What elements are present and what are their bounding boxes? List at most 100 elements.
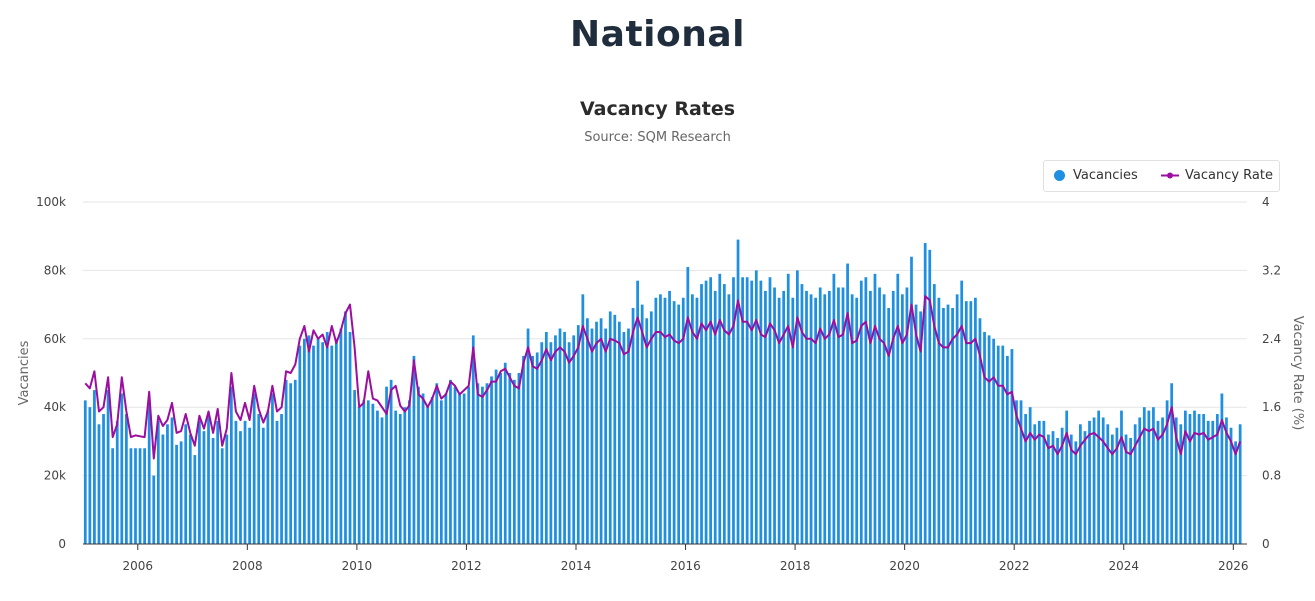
bar-vacancies bbox=[745, 277, 749, 544]
y-left-axis-title: Vacancies bbox=[17, 340, 32, 405]
bar-vacancies bbox=[1005, 355, 1009, 544]
bar-vacancies bbox=[280, 414, 283, 544]
bar-vacancies bbox=[1033, 424, 1037, 544]
bar-vacancies bbox=[549, 342, 553, 544]
bar-vacancies bbox=[627, 328, 630, 544]
bar-vacancies bbox=[334, 338, 338, 544]
bar-vacancies bbox=[380, 417, 384, 544]
bar-vacancies bbox=[645, 318, 649, 544]
bar-vacancies bbox=[540, 342, 544, 544]
bar-vacancies bbox=[1010, 349, 1014, 544]
bar-vacancies bbox=[722, 284, 726, 544]
bar-vacancies bbox=[467, 386, 471, 544]
bar-vacancies bbox=[430, 396, 434, 544]
bar-vacancies bbox=[330, 345, 334, 544]
chart-legend: Vacancies Vacancy Rate bbox=[1043, 160, 1280, 192]
bar-vacancies bbox=[156, 420, 160, 544]
bar-vacancies bbox=[444, 393, 448, 544]
y-left-tick-label: 80k bbox=[44, 263, 66, 277]
bar-vacancies bbox=[303, 338, 306, 544]
bar-vacancies bbox=[677, 304, 681, 544]
bar-vacancies bbox=[709, 277, 713, 544]
bar-vacancies bbox=[1074, 441, 1078, 544]
bar-vacancies bbox=[960, 280, 964, 544]
bar-vacancies bbox=[1047, 434, 1050, 544]
bar-vacancies bbox=[266, 410, 270, 544]
bar-vacancies bbox=[1001, 345, 1005, 544]
bar-vacancies bbox=[449, 379, 452, 544]
bar-vacancies bbox=[1220, 393, 1224, 544]
bar-vacancies bbox=[83, 400, 87, 544]
y-left-tick-label: 60k bbox=[44, 332, 66, 346]
bar-vacancies bbox=[759, 280, 763, 544]
legend-item-vacancy-rate[interactable]: Vacancy Rate bbox=[1161, 168, 1273, 183]
bar-vacancies bbox=[827, 290, 831, 544]
bar-vacancies bbox=[202, 431, 206, 544]
bar-vacancies bbox=[777, 297, 781, 544]
bar-vacancies bbox=[919, 311, 922, 544]
bar-vacancies bbox=[636, 280, 639, 544]
bar-vacancies bbox=[1083, 431, 1087, 544]
bar-vacancies bbox=[800, 284, 804, 544]
bar-vacancies bbox=[261, 427, 265, 544]
legend-item-vacancies[interactable]: Vacancies bbox=[1054, 168, 1138, 183]
bar-vacancies bbox=[138, 448, 142, 544]
bar-vacancies bbox=[1124, 434, 1128, 544]
bar-vacancies bbox=[93, 390, 96, 544]
legend-label-vacancies: Vacancies bbox=[1073, 168, 1138, 183]
bar-vacancies bbox=[805, 290, 808, 544]
bar-vacancies bbox=[403, 407, 407, 544]
bar-vacancies bbox=[750, 280, 754, 544]
bar-vacancies bbox=[362, 400, 366, 544]
bar-vacancies bbox=[1115, 427, 1119, 544]
bar-vacancies bbox=[887, 308, 891, 544]
y-left-tick-label: 20k bbox=[44, 469, 66, 483]
chart-subtitle: Source: SQM Research bbox=[584, 130, 731, 145]
bar-vacancies bbox=[220, 448, 224, 544]
bar-vacancies bbox=[508, 373, 512, 544]
bar-vacancies bbox=[289, 383, 293, 544]
bar-vacancies bbox=[394, 410, 398, 544]
bar-vacancies bbox=[764, 290, 767, 544]
bar-vacancies bbox=[704, 280, 708, 544]
bar-vacancies bbox=[1069, 434, 1073, 544]
x-tick-label: 2008 bbox=[232, 559, 263, 573]
bar-vacancies bbox=[143, 448, 146, 544]
y-right-tick-label: 0 bbox=[1262, 537, 1270, 551]
bar-vacancies bbox=[298, 345, 302, 544]
bar-vacancies bbox=[586, 318, 589, 544]
bar-vacancies bbox=[184, 424, 188, 544]
bar-vacancies bbox=[1092, 417, 1096, 544]
bar-vacancies bbox=[873, 273, 877, 544]
bar-vacancies bbox=[974, 297, 977, 544]
bar-vacancies bbox=[1229, 427, 1233, 544]
bar-vacancies bbox=[809, 294, 813, 544]
bar-vacancies bbox=[134, 448, 137, 544]
bar-vacancies bbox=[129, 448, 133, 544]
bar-vacancies bbox=[179, 441, 183, 544]
bar-vacancies bbox=[969, 301, 973, 544]
bar-vacancies bbox=[1156, 420, 1160, 544]
bar-vacancies bbox=[412, 355, 416, 544]
bar-vacancies bbox=[768, 277, 772, 544]
bar-vacancies bbox=[649, 311, 653, 544]
bar-vacancies bbox=[1174, 417, 1178, 544]
bar-vacancies bbox=[1161, 417, 1164, 544]
bar-vacancies bbox=[344, 311, 347, 544]
bar-vacancies bbox=[983, 331, 986, 544]
bar-vacancies bbox=[1170, 383, 1174, 544]
bar-vacancies bbox=[1120, 410, 1123, 544]
page-title: National bbox=[570, 14, 745, 55]
bar-vacancies bbox=[1051, 431, 1055, 544]
bar-vacancies bbox=[727, 294, 731, 544]
bar-vacancies bbox=[814, 297, 818, 544]
bar-vacancies bbox=[832, 273, 836, 544]
bar-vacancies bbox=[846, 263, 849, 544]
y-left-tick-label: 100k bbox=[36, 195, 66, 209]
bar-vacancies bbox=[188, 434, 192, 544]
bar-vacancies bbox=[512, 379, 516, 544]
chart-title: Vacancy Rates bbox=[579, 98, 736, 120]
bar-vacancies bbox=[1060, 427, 1064, 544]
bar-vacancies bbox=[823, 294, 827, 544]
